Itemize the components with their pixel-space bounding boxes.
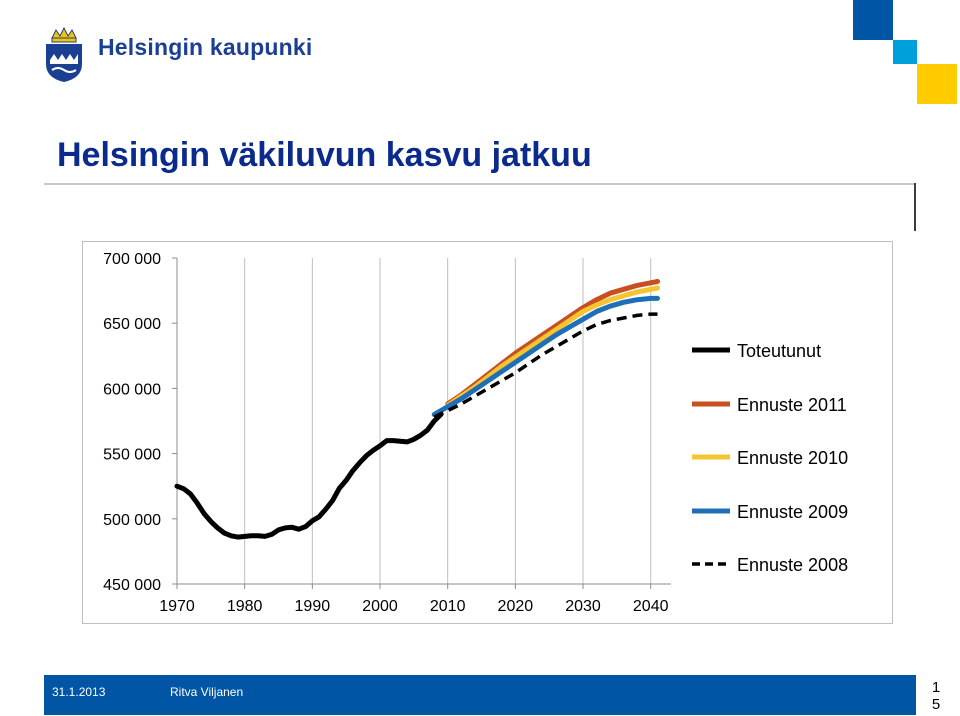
series-line-4 xyxy=(433,312,658,419)
y-tick-label: 550 000 xyxy=(103,447,161,464)
legend-label: Toteutunut xyxy=(737,341,821,361)
x-tick-label: 2020 xyxy=(498,598,534,615)
legend-label: Ennuste 2008 xyxy=(737,555,848,575)
series-line-2 xyxy=(445,285,660,408)
title-divider xyxy=(44,183,916,185)
y-tick-label: 600 000 xyxy=(103,381,161,398)
legend-label: Ennuste 2009 xyxy=(737,502,848,522)
page-number-box xyxy=(916,675,960,716)
y-tick-label: 500 000 xyxy=(103,512,161,529)
series-line-3 xyxy=(431,295,660,417)
helsinki-crest-icon xyxy=(46,26,82,82)
footer-author: Ritva Viljanen xyxy=(170,685,244,699)
x-tick-label: 2010 xyxy=(430,598,466,615)
accent-square-blue xyxy=(853,0,893,40)
legend-label: Ennuste 2010 xyxy=(737,448,848,468)
footer-bar xyxy=(44,675,916,715)
legend-label: Ennuste 2011 xyxy=(737,395,847,415)
series-line-0 xyxy=(174,412,444,540)
chart-frame xyxy=(82,241,893,624)
x-tick-label: 1990 xyxy=(295,598,331,615)
title-divider-edge xyxy=(914,183,916,231)
y-tick-label: 450 000 xyxy=(103,577,161,594)
accent-square-yellow xyxy=(917,64,957,104)
x-tick-label: 1970 xyxy=(159,598,195,615)
slide-title: Helsingin väkiluvun kasvu jatkuu xyxy=(57,136,592,174)
x-tick-label: 2000 xyxy=(362,598,398,615)
brand-name: Helsingin kaupunki xyxy=(98,34,313,60)
y-tick-label: 700 000 xyxy=(103,251,161,268)
x-tick-label: 1980 xyxy=(227,598,263,615)
x-tick-label: 2030 xyxy=(565,598,601,615)
accent-square-cyan xyxy=(893,40,917,64)
x-tick-label: 2040 xyxy=(633,598,669,615)
page-number: 15 xyxy=(931,679,941,713)
y-tick-label: 650 000 xyxy=(103,316,161,333)
footer-date: 31.1.2013 xyxy=(52,685,106,699)
footer-left-gap xyxy=(0,675,44,715)
